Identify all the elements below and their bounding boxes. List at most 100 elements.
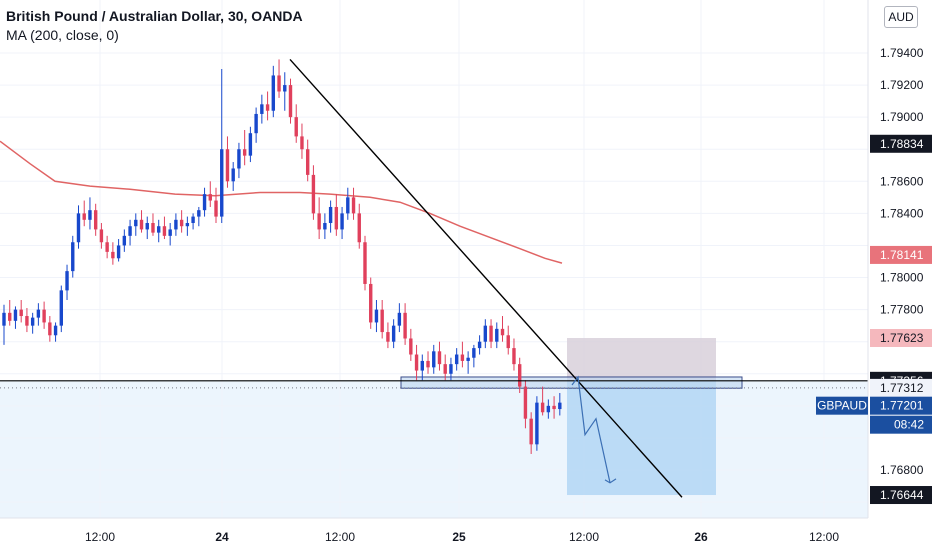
candle-body	[334, 206, 339, 230]
candle	[237, 142, 241, 179]
candle-body	[386, 332, 390, 342]
candle-body	[13, 309, 18, 321]
candle-body	[414, 354, 419, 371]
candle-body	[248, 133, 253, 156]
candle	[351, 187, 356, 220]
candle-body	[30, 317, 35, 326]
candle	[88, 197, 92, 230]
candle	[374, 299, 379, 333]
candle	[535, 396, 539, 451]
countdown-bg	[870, 415, 932, 434]
candle	[391, 319, 396, 349]
candle	[65, 264, 69, 300]
indicator-legend[interactable]: MA (200, close, 0)	[6, 27, 119, 43]
candle	[174, 213, 178, 236]
candle-body	[529, 418, 533, 445]
candle-body	[328, 206, 333, 224]
candle-body	[191, 216, 195, 224]
candle-body	[311, 174, 316, 214]
candle-body	[151, 223, 155, 233]
candle	[380, 299, 384, 339]
y-tick-label: 1.79000	[880, 110, 924, 124]
symbol-tag-bg	[816, 396, 868, 415]
candle	[294, 104, 298, 143]
price-tag-label: 1.78141	[880, 248, 924, 262]
price-tag-bg	[870, 329, 932, 348]
candle-body	[472, 348, 476, 358]
candle	[191, 213, 195, 230]
candle-body	[518, 364, 522, 387]
candle	[437, 341, 442, 371]
candle-body	[162, 226, 167, 236]
candle-body	[500, 328, 505, 336]
candle-body	[65, 271, 69, 291]
candle	[168, 223, 172, 246]
candle	[19, 299, 23, 323]
position-tool[interactable]	[400, 338, 743, 496]
candle	[225, 136, 230, 188]
candle	[162, 216, 167, 240]
candle-body	[437, 351, 442, 365]
price-tag-bg	[870, 378, 932, 397]
x-tick-label: 26	[694, 530, 708, 544]
candle-body	[260, 104, 264, 114]
candle-body	[237, 149, 241, 169]
candle-body	[225, 149, 230, 182]
candle-body	[208, 194, 212, 201]
drawing-lines[interactable]	[0, 58, 868, 498]
support-zone-box	[400, 376, 743, 389]
candle-body	[168, 229, 172, 236]
candle-body	[59, 290, 63, 326]
candle	[220, 69, 224, 224]
y-tick-label: 1.79200	[880, 78, 924, 92]
candle	[76, 205, 81, 249]
candle	[48, 316, 52, 342]
last-price-label: 1.77201	[880, 399, 924, 413]
candle	[179, 210, 184, 233]
candle-body	[369, 283, 373, 323]
candle	[483, 319, 488, 349]
candle	[489, 319, 493, 349]
candle	[185, 216, 190, 236]
candle	[231, 162, 235, 191]
price-tag: 1.77623	[870, 329, 932, 348]
candle-body	[443, 364, 447, 374]
candle	[357, 203, 361, 249]
candle	[340, 206, 344, 240]
candle-body	[122, 235, 127, 246]
currency-button[interactable]: AUD	[884, 6, 918, 28]
candle-body	[139, 219, 144, 230]
candle	[25, 308, 29, 333]
candle	[334, 194, 339, 236]
candle	[512, 338, 516, 371]
candle-body	[558, 402, 562, 410]
candle	[305, 139, 310, 182]
candle-body	[283, 85, 287, 92]
candle	[414, 344, 419, 381]
candle	[420, 354, 424, 381]
candle	[454, 348, 459, 371]
candle	[105, 235, 109, 259]
candle-body	[277, 75, 281, 92]
candle-body	[105, 242, 109, 252]
candle-body	[351, 197, 356, 214]
candle	[323, 213, 327, 240]
candle	[529, 412, 533, 454]
candle	[283, 72, 287, 111]
candle	[111, 242, 115, 265]
price-tag-label: 1.77312	[880, 381, 924, 395]
candle-body	[93, 210, 98, 230]
candle-body	[82, 213, 86, 220]
price-tag-bg	[870, 134, 932, 153]
candle-body	[202, 194, 207, 211]
candle-body	[466, 357, 470, 361]
candle-body	[391, 325, 396, 342]
stop-loss-zone	[567, 338, 716, 381]
candle-body	[535, 402, 539, 445]
last-price-tag: GBPAUD 1.77201 08:42	[816, 396, 932, 434]
candle-body	[495, 328, 499, 342]
candle-body	[546, 405, 551, 413]
candle-body	[409, 338, 413, 355]
candle-body	[214, 200, 218, 217]
